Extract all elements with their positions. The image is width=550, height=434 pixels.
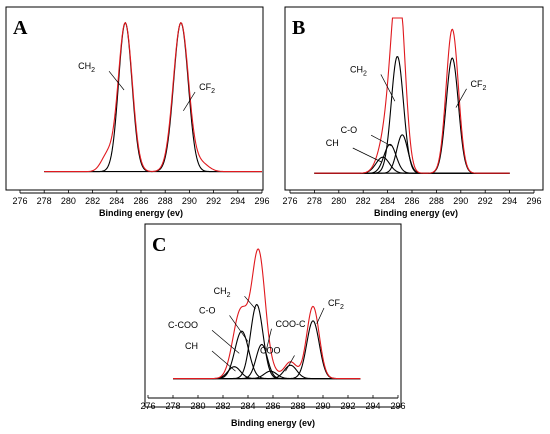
panel-c: C 276 278 280 282 284 286 288 290 292 294 296 CH2 C-… <box>140 223 406 428</box>
panel-a-frame <box>5 6 264 191</box>
x-tick-label: 294 <box>502 196 517 206</box>
annotation-leader <box>316 307 325 324</box>
panel-b-label: B <box>292 17 305 39</box>
panel-b-plot: 276 278 280 282 284 286 288 290 292 294 296CH2C-OC… <box>282 17 542 206</box>
annotation-leader <box>455 88 467 108</box>
x-tick-label: 276 <box>282 196 297 206</box>
peak-annotation: COO <box>260 345 281 355</box>
x-tick-label: 276 <box>140 401 155 411</box>
annotation-leader <box>265 328 272 354</box>
panel-a: A 276 278 280 282 284 286 288 290 292 294 296 CH2 CF… <box>5 6 270 218</box>
annotation-leader <box>285 355 295 372</box>
panel-c-frame <box>144 223 402 408</box>
measured-envelope <box>173 248 361 380</box>
peak-component-ch2 <box>44 22 262 173</box>
x-tick-label: 280 <box>61 196 76 206</box>
x-tick-label: 296 <box>254 196 269 206</box>
x-tick-label: 290 <box>182 196 197 206</box>
x-tick-label: 294 <box>230 196 245 206</box>
annotation-leader <box>211 350 236 372</box>
x-tick-label: 284 <box>380 196 395 206</box>
x-tick-label: 292 <box>340 401 355 411</box>
measured-envelope <box>314 17 510 174</box>
peak-annotation: CH2 <box>350 64 367 77</box>
peak-annotation: CH2 <box>78 61 95 74</box>
x-tick-label: 280 <box>190 401 205 411</box>
annotation-leader <box>229 315 249 342</box>
x-tick-label: 284 <box>109 196 124 206</box>
x-tick-label: 286 <box>133 196 148 206</box>
x-tick-label: 278 <box>165 401 180 411</box>
panel-a-xlabel: Binding energy (ev) <box>99 208 183 218</box>
annotation-leader <box>211 329 240 354</box>
x-tick-label: 286 <box>265 401 280 411</box>
x-tick-label: 286 <box>404 196 419 206</box>
x-tick-label: 278 <box>307 196 322 206</box>
annotation-leader <box>108 70 125 91</box>
panel-a-label: A <box>13 17 28 39</box>
x-tick-label: 290 <box>453 196 468 206</box>
peak-annotation: CF2 <box>328 298 344 311</box>
x-tick-label: 296 <box>390 401 405 411</box>
x-tick-label: 282 <box>215 401 230 411</box>
annotation-leader <box>370 134 392 147</box>
x-tick-label: 278 <box>37 196 52 206</box>
peak-component-cf2 <box>44 22 262 173</box>
x-tick-label: 294 <box>365 401 380 411</box>
x-tick-label: 282 <box>356 196 371 206</box>
annotation-leader <box>183 91 196 111</box>
panel-b: B 276 278 280 282 284 286 288 290 292 294 296 CH2 C-… <box>282 6 544 218</box>
x-tick-label: 282 <box>85 196 100 206</box>
x-tick-label: 296 <box>526 196 541 206</box>
annotation-leader <box>352 147 382 163</box>
peak-annotation: CH2 <box>214 286 231 299</box>
panel-b-xlabel: Binding energy (ev) <box>374 208 458 218</box>
x-tick-label: 288 <box>290 401 305 411</box>
panel-c-plot: 276 278 280 282 284 286 288 290 292 294 296CH2C-OC… <box>140 248 406 411</box>
peak-annotation: CH <box>185 341 198 351</box>
x-tick-label: 290 <box>315 401 330 411</box>
peak-annotation: C-O <box>341 125 358 135</box>
panel-c-label: C <box>152 234 166 256</box>
annotation-leader <box>244 295 256 310</box>
panel-b-frame <box>284 6 544 191</box>
x-tick-label: 276 <box>12 196 27 206</box>
peak-annotation: C-O <box>199 305 216 315</box>
annotation-leader <box>380 74 396 102</box>
x-tick-label: 280 <box>331 196 346 206</box>
peak-annotation: C-COO <box>168 320 198 330</box>
peak-component-c-o <box>314 143 510 174</box>
x-tick-label: 284 <box>240 401 255 411</box>
measured-envelope <box>44 21 262 173</box>
peak-annotation: COO-C <box>276 319 306 329</box>
peak-annotation: CH <box>326 138 339 148</box>
x-tick-label: 288 <box>429 196 444 206</box>
x-tick-label: 292 <box>206 196 221 206</box>
panel-a-plot: 276 278 280 282 284 286 288 290 292 294 296 CH2 CF2 <box>12 21 270 206</box>
x-tick-label: 288 <box>158 196 173 206</box>
peak-annotation: CF2 <box>199 82 215 95</box>
panel-c-xlabel: Binding energy (ev) <box>231 418 315 428</box>
x-tick-label: 292 <box>478 196 493 206</box>
peak-annotation: CF2 <box>471 79 487 92</box>
